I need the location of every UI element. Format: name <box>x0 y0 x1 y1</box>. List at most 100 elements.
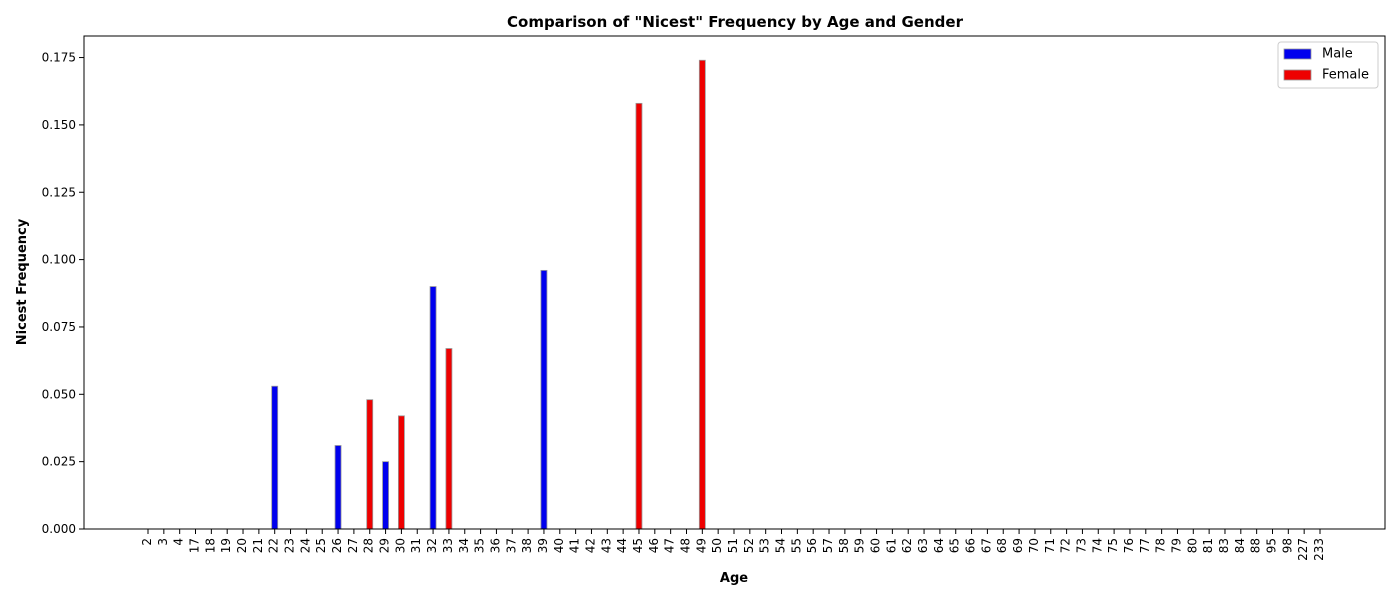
x-tick-label: 32 <box>425 538 439 553</box>
x-tick-label: 84 <box>1233 538 1247 553</box>
x-tick-label: 4 <box>172 538 186 546</box>
x-tick-label: 39 <box>536 538 550 553</box>
x-tick-label: 47 <box>663 538 677 553</box>
y-tick-label: 0.050 <box>42 387 76 401</box>
x-tick-label: 55 <box>789 538 803 553</box>
x-tick-label: 21 <box>251 538 265 553</box>
x-tick-label: 53 <box>758 538 772 553</box>
x-tick-label: 41 <box>568 538 582 553</box>
x-tick-label: 74 <box>1090 538 1104 553</box>
x-tick-label: 38 <box>520 538 534 553</box>
x-tick-label: 66 <box>964 538 978 553</box>
x-tick-label: 77 <box>1138 538 1152 553</box>
x-tick-label: 30 <box>393 538 407 553</box>
y-tick-label: 0.075 <box>42 320 76 334</box>
x-tick-label: 26 <box>330 538 344 553</box>
x-tick-label: 28 <box>362 538 376 553</box>
x-tick-label: 81 <box>1201 538 1215 553</box>
x-tick-label: 29 <box>378 538 392 553</box>
bar-male-22 <box>271 385 279 530</box>
y-tick-label: 0.100 <box>42 253 76 267</box>
x-tick-label: 50 <box>710 538 724 553</box>
legend-swatch-male <box>1283 48 1312 60</box>
x-tick-label: 36 <box>488 538 502 553</box>
chart-title: Comparison of "Nicest" Frequency by Age … <box>507 13 964 31</box>
x-tick-label: 80 <box>1185 538 1199 553</box>
y-tick-label: 0.150 <box>42 118 76 132</box>
x-tick-label: 70 <box>1027 538 1041 553</box>
x-tick-label: 51 <box>726 538 740 553</box>
x-axis-title: Age <box>720 571 748 586</box>
y-axis-title: Nicest Frequency <box>15 218 30 345</box>
x-tick-label: 59 <box>853 538 867 553</box>
x-tick-label: 54 <box>774 538 788 553</box>
x-tick-label: 76 <box>1122 538 1136 553</box>
x-tick-label: 67 <box>979 538 993 553</box>
y-tick-label: 0.025 <box>42 455 76 469</box>
x-tick-label: 2 <box>140 538 154 546</box>
x-tick-label: 83 <box>1217 538 1231 553</box>
x-tick-label: 78 <box>1154 538 1168 553</box>
x-tick-label: 22 <box>267 538 281 553</box>
x-tick-label: 23 <box>283 538 297 553</box>
x-tick-label: 43 <box>599 538 613 553</box>
x-tick-label: 68 <box>995 538 1009 553</box>
x-tick-label: 20 <box>235 538 249 553</box>
x-tick-label: 63 <box>916 538 930 553</box>
legend: Male Female <box>1277 41 1379 89</box>
x-tick-label: 61 <box>884 538 898 553</box>
x-tick-label: 58 <box>837 538 851 553</box>
x-tick-label: 34 <box>457 538 471 553</box>
x-tick-label: 48 <box>678 538 692 553</box>
x-tick-label: 27 <box>346 538 360 553</box>
y-axis-ticks: 0.000 0.025 0.050 0.075 0.100 0.125 0.150 0.175 <box>42 51 84 536</box>
x-tick-label: 45 <box>631 538 645 553</box>
x-tick-label: 37 <box>504 538 518 553</box>
bar-male-39 <box>540 269 548 530</box>
x-tick-label: 64 <box>932 538 946 553</box>
x-tick-label: 73 <box>1074 538 1088 553</box>
legend-label-female: Female <box>1322 68 1369 83</box>
bar-female-45 <box>635 102 643 530</box>
legend-label-male: Male <box>1322 47 1353 62</box>
x-tick-label: 72 <box>1059 538 1073 553</box>
x-tick-label: 40 <box>552 538 566 553</box>
x-tick-label: 233 <box>1312 538 1326 561</box>
y-tick-label: 0.125 <box>42 185 76 199</box>
bar-male-32 <box>429 286 437 530</box>
x-tick-label: 227 <box>1296 538 1310 561</box>
x-tick-label: 49 <box>694 538 708 553</box>
legend-swatch-female <box>1283 69 1312 81</box>
x-tick-label: 42 <box>583 538 597 553</box>
x-tick-label: 88 <box>1249 538 1263 553</box>
x-tick-label: 31 <box>409 538 423 553</box>
y-tick-label: 0.000 <box>42 522 76 536</box>
x-tick-label: 60 <box>869 538 883 553</box>
x-tick-label: 75 <box>1106 538 1120 553</box>
x-tick-label: 95 <box>1264 538 1278 553</box>
x-tick-label: 18 <box>203 538 217 553</box>
x-tick-label: 98 <box>1280 538 1294 553</box>
bar-male-26 <box>334 445 342 530</box>
x-tick-label: 17 <box>188 538 202 553</box>
y-tick-label: 0.175 <box>42 51 76 65</box>
x-tick-label: 46 <box>647 538 661 553</box>
x-tick-label: 65 <box>948 538 962 553</box>
bars-group <box>271 59 706 530</box>
x-tick-label: 62 <box>900 538 914 553</box>
x-tick-label: 44 <box>615 538 629 553</box>
x-tick-label: 56 <box>805 538 819 553</box>
bar-female-33 <box>445 348 453 530</box>
bar-male-29 <box>382 461 389 530</box>
x-tick-label: 25 <box>314 538 328 553</box>
x-tick-label: 33 <box>441 538 455 553</box>
x-tick-label: 19 <box>219 538 233 553</box>
x-tick-label: 52 <box>742 538 756 553</box>
plot-frame <box>83 35 1386 530</box>
bar-female-28 <box>366 399 374 530</box>
x-tick-label: 24 <box>298 538 312 553</box>
x-tick-label: 57 <box>821 538 835 553</box>
x-tick-label: 3 <box>156 538 170 546</box>
